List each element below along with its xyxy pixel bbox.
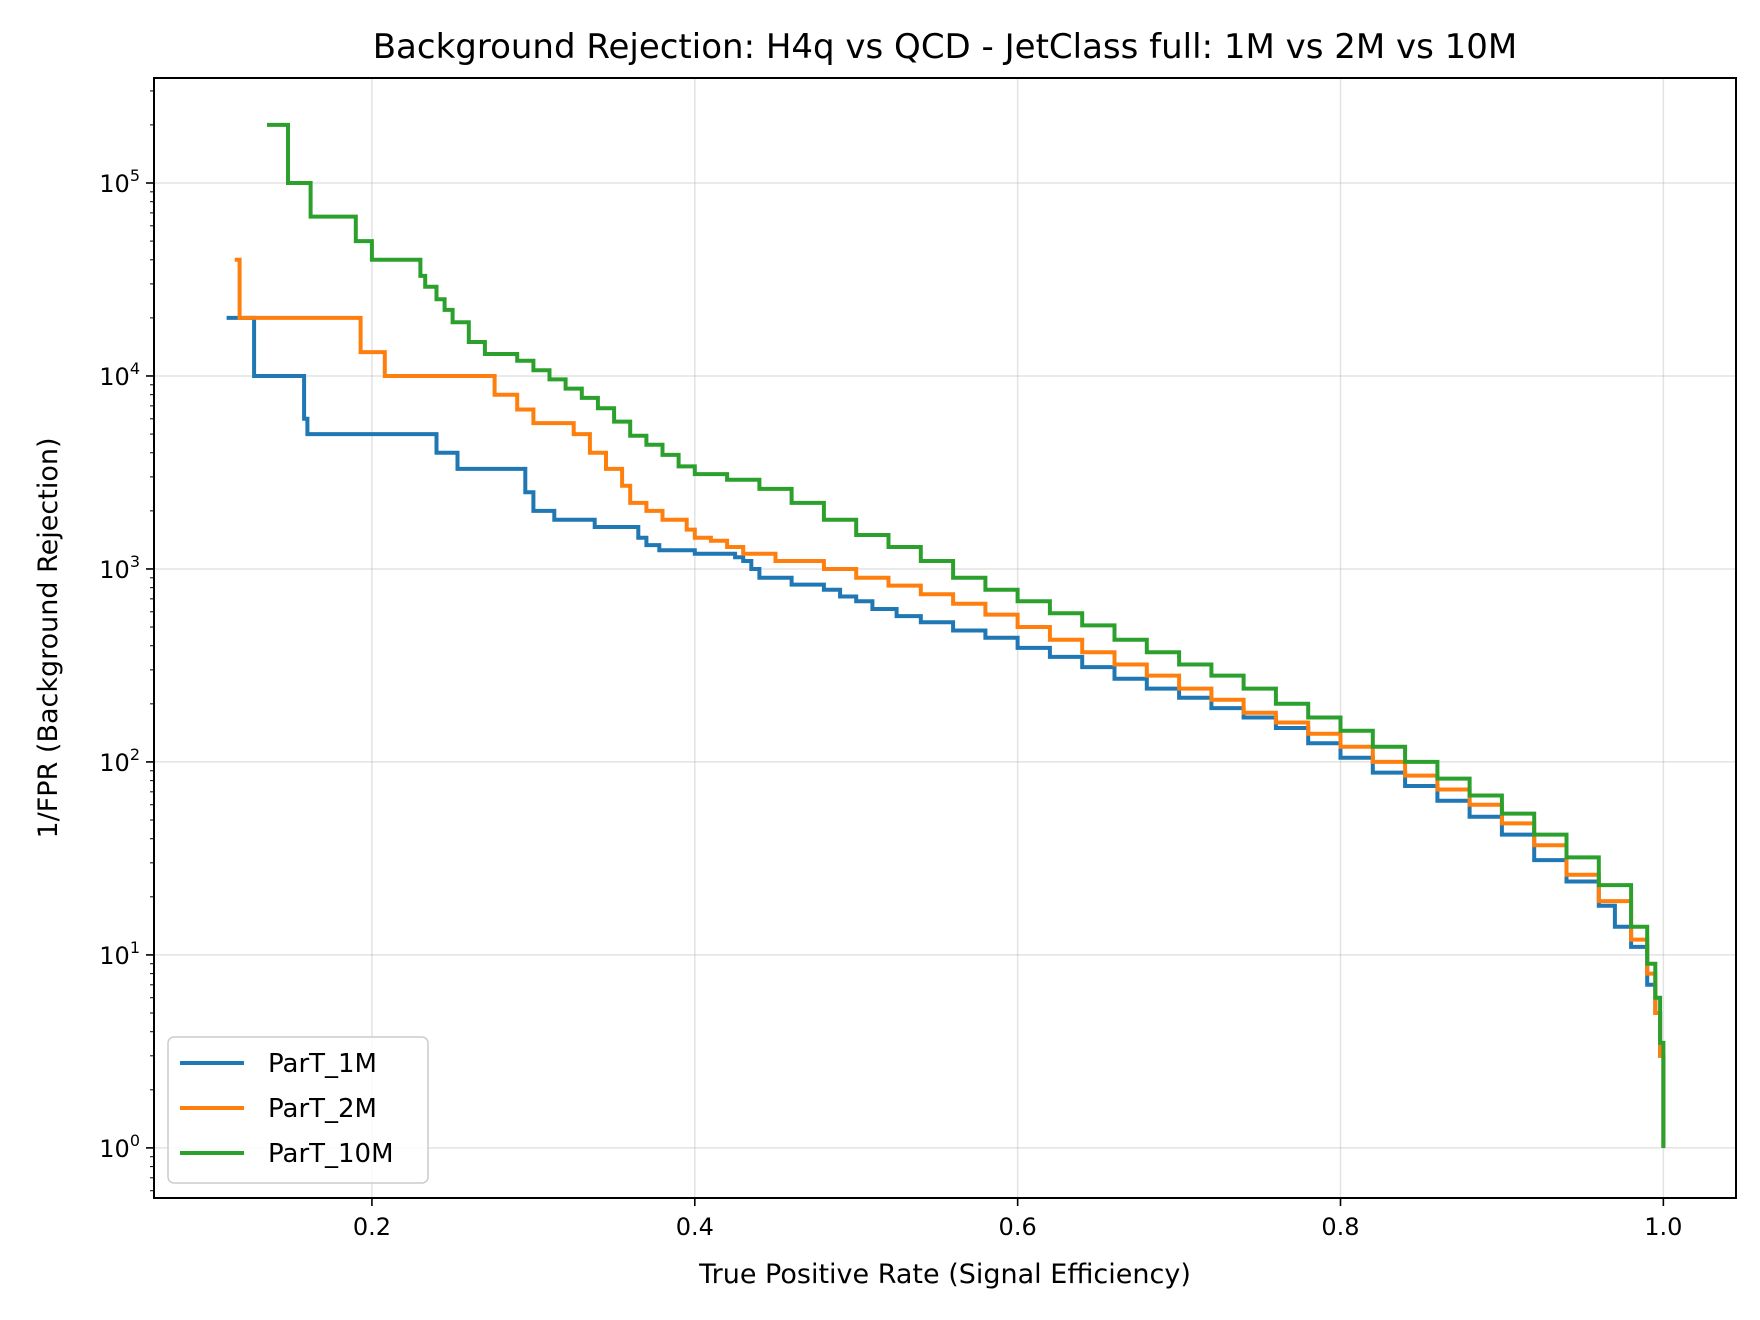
y-tick-label: 104 [99,359,140,391]
y-tick-label: 103 [99,552,140,584]
x-tick-label: 0.2 [353,1213,391,1241]
series-line-part-2m [234,257,1666,1148]
plot-frame [153,77,1737,1199]
x-tick-label: 0.6 [999,1213,1037,1241]
legend-entry-part-10m: ParT_10M [180,1139,394,1169]
y-axis-label: 1/FPR (Background Rejection) [33,438,64,839]
y-tick-label: 105 [99,166,140,198]
chart-title: Background Rejection: H4q vs QCD - JetCl… [373,27,1518,67]
legend-label-part-1m: ParT_1M [268,1049,377,1079]
legend-box [167,1036,429,1184]
legend: ParT_1M ParT_2M ParT_10M [167,1036,429,1184]
legend-entry-part-2m: ParT_2M [180,1094,377,1124]
legend-label-part-2m: ParT_2M [268,1094,377,1124]
x-axis-label: True Positive Rate (Signal Efficiency) [698,1259,1191,1290]
y-tick-label: 100 [99,1131,140,1163]
x-tick-label: 0.8 [1321,1213,1359,1241]
x-axis: 0.2 0.4 0.6 0.8 1.0 [353,1198,1682,1241]
series-line-part-10m [267,122,1666,1148]
y-axis: 100 101 102 103 104 105 [99,166,154,1163]
y-tick-label: 101 [99,938,140,970]
y-tick-label: 102 [99,745,140,777]
x-tick-label: 1.0 [1644,1213,1682,1241]
legend-label-part-10m: ParT_10M [268,1139,394,1169]
x-tick-label: 0.4 [676,1213,714,1241]
legend-entry-part-1m: ParT_1M [180,1049,377,1079]
series-layer [226,122,1666,1148]
